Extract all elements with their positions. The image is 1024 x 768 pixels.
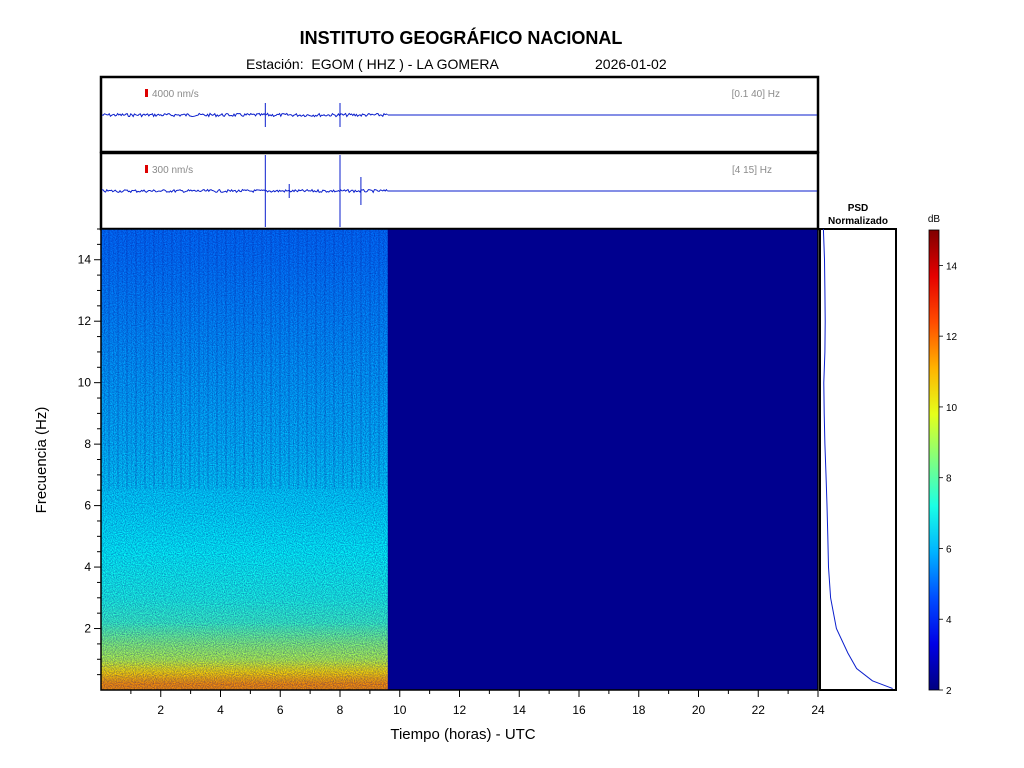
x-tick-label: 10: [393, 703, 407, 717]
y-axis-label: Frecuencia (Hz): [33, 407, 50, 514]
station-prefix: Estación:: [246, 56, 304, 72]
colorbar: dB 2 4 6 8 10 12 14: [928, 214, 958, 697]
colorbar-tick-label: 2: [946, 686, 952, 697]
x-tick-label: 18: [632, 703, 646, 717]
band-label: [4 15] Hz: [732, 165, 772, 176]
seismogram-panel-broadband: 4000 nm/s [0.1 40] Hz: [99, 75, 820, 154]
station-label: Estación: EGOM ( HHZ ) - LA GOMERA: [246, 56, 499, 72]
psd-title-line-2: Normalizado: [828, 216, 888, 227]
x-tick-label: 20: [692, 703, 706, 717]
y-tick-label: 2: [84, 622, 91, 636]
psd-frame: [819, 228, 897, 691]
y-tick-label: 10: [78, 376, 92, 390]
x-tick-label: 8: [337, 703, 344, 717]
colorbar-ticks: 2 4 6 8 10 12 14: [939, 261, 958, 697]
seismogram-trace: [101, 103, 817, 127]
colorbar-tick-label: 8: [946, 474, 952, 485]
station-name: EGOM ( HHZ ) - LA GOMERA: [311, 56, 499, 72]
scale-marker: [145, 89, 148, 97]
x-tick-label: 6: [277, 703, 284, 717]
seismogram-trace: [101, 155, 817, 227]
y-axis: 2 4 6 8 10 12 14: [78, 228, 101, 676]
colorbar-tick-label: 6: [946, 544, 952, 555]
x-tick-label: 4: [217, 703, 224, 717]
x-axis-label: Tiempo (horas) - UTC: [390, 726, 535, 743]
spectrogram-speckle: [101, 229, 388, 690]
y-tick-label: 14: [78, 253, 92, 267]
x-tick-label: 24: [811, 703, 825, 717]
colorbar-unit-label: dB: [928, 214, 941, 225]
x-tick-label: 22: [752, 703, 766, 717]
colorbar-tick-label: 14: [946, 261, 958, 272]
colorbar-tick-label: 4: [946, 615, 952, 626]
y-tick-label: 8: [84, 437, 91, 451]
x-tick-label: 14: [513, 703, 527, 717]
scale-label: 300 nm/s: [152, 165, 193, 176]
band-label: [0.1 40] Hz: [732, 89, 780, 100]
page-title: INSTITUTO GEOGRÁFICO NACIONAL: [299, 28, 623, 48]
y-tick-label: 4: [84, 560, 91, 574]
scale-marker: [145, 165, 148, 173]
y-tick-label: 6: [84, 499, 91, 513]
psd-curve: [822, 228, 893, 689]
y-tick-label: 12: [78, 314, 92, 328]
x-tick-label: 12: [453, 703, 467, 717]
colorbar-tick-label: 10: [946, 403, 958, 414]
psd-panel: PSD Normalizado: [819, 203, 897, 691]
colorbar-tick-label: 12: [946, 332, 958, 343]
x-axis: 2 4 6 8 10 12 14 16 18 20 22 24: [130, 690, 825, 717]
date-label: 2026-01-02: [595, 56, 667, 72]
x-tick-label: 16: [572, 703, 586, 717]
psd-title-line-1: PSD: [848, 203, 869, 214]
colorbar-scale: [928, 229, 940, 691]
seismogram-panel-filtered: 300 nm/s [4 15] Hz: [99, 151, 820, 231]
scale-label: 4000 nm/s: [152, 89, 199, 100]
x-tick-label: 2: [157, 703, 164, 717]
